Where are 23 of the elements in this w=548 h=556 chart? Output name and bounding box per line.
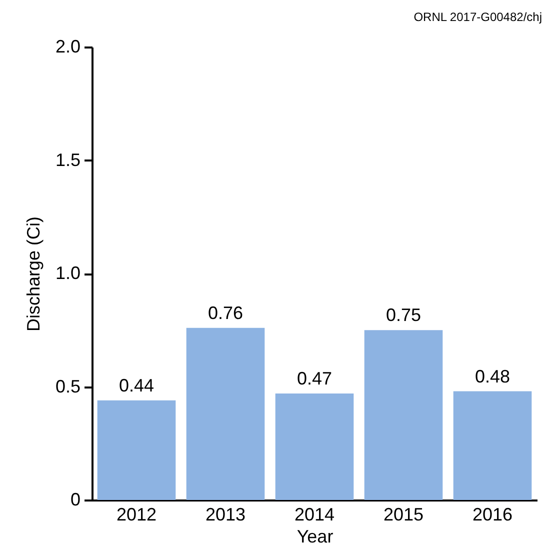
y-tick-label: 1.5: [55, 150, 80, 170]
bar: [453, 391, 532, 500]
text: ORNL 2017-G00482/chj: [414, 10, 542, 24]
data-label: 0.76: [208, 302, 244, 323]
y-axis-title: Discharge (Ci): [23, 216, 44, 332]
bar: [364, 330, 443, 500]
bar: [97, 400, 176, 500]
y-tick-label: 2.0: [55, 36, 80, 56]
y-tick-label: 1.0: [55, 263, 80, 283]
bar: [186, 328, 265, 500]
y-tick-label: 0.5: [55, 376, 80, 396]
data-label: 0.44: [118, 375, 154, 396]
x-tick-label: 2012: [116, 504, 157, 524]
data-label: 0.75: [386, 305, 422, 326]
x-tick-label: 2014: [294, 504, 335, 524]
x-tick-label: 2016: [472, 504, 513, 524]
data-label: 0.48: [474, 366, 510, 386]
x-axis-title: Year: [296, 526, 334, 546]
x-tick-label: 2013: [205, 504, 246, 524]
y-tick-label: 0: [70, 490, 80, 510]
data-label: 0.47: [296, 368, 332, 389]
x-tick-label: 2015: [383, 504, 424, 524]
bar: [275, 394, 354, 500]
